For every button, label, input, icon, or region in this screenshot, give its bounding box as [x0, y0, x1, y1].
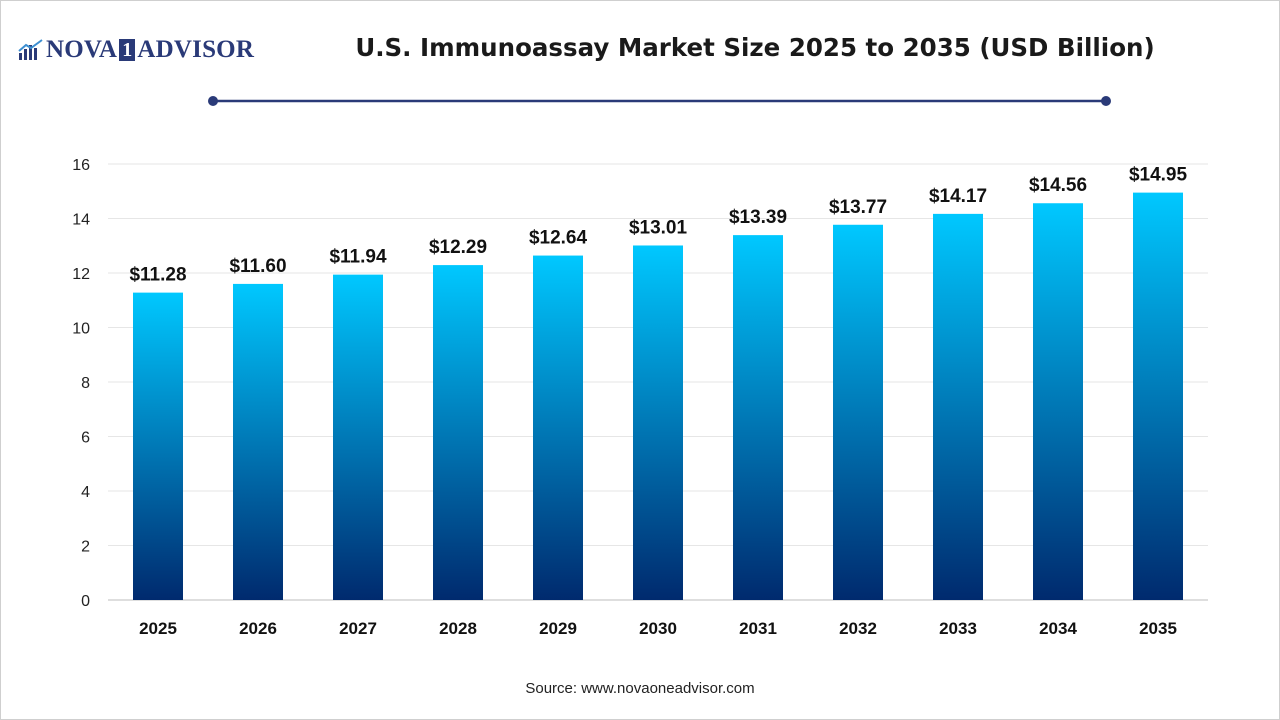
brand-name-one: 1 [119, 39, 136, 61]
y-axis-ticks: 0 2 4 6 8 10 12 14 16 [72, 157, 90, 610]
y-tick-label: 8 [81, 375, 90, 392]
bar-2031 [733, 235, 783, 600]
x-tick-label-2030: 2030 [639, 619, 677, 638]
title-divider-dot-right [1101, 96, 1111, 106]
y-tick-label: 14 [72, 212, 90, 229]
x-tick-label-2032: 2032 [839, 619, 877, 638]
bar-2030 [633, 245, 683, 601]
value-label-2027: $11.94 [329, 247, 386, 268]
x-tick-label-2035: 2035 [1139, 619, 1177, 638]
bar-2028 [433, 265, 483, 600]
bar-2035 [1133, 192, 1183, 601]
value-label-2030: $13.01 [629, 217, 688, 238]
x-axis-ticks: 2025 2026 2027 2028 2029 2030 2031 2032 2033 2034… [139, 619, 1177, 638]
y-tick-label: 4 [81, 484, 90, 501]
x-tick-label-2033: 2033 [939, 619, 977, 638]
y-tick-label: 10 [72, 321, 90, 338]
value-label-2026: $11.60 [229, 256, 286, 277]
y-tick-label: 6 [81, 430, 90, 447]
bar-2025 [133, 292, 183, 600]
bars [133, 192, 1183, 601]
y-tick-label: 2 [81, 539, 90, 556]
bar-2027 [333, 274, 383, 600]
value-label-2033: $14.17 [929, 186, 987, 207]
chart-title: U.S. Immunoassay Market Size 2025 to 203… [355, 33, 1155, 62]
bar-2026 [233, 283, 283, 600]
bar-chart-logo-icon [18, 39, 43, 60]
value-label-2031: $13.39 [729, 207, 787, 228]
source-note: Source: www.novaoneadvisor.com [525, 680, 755, 697]
value-label-2032: $13.77 [829, 197, 887, 218]
title-divider-line [208, 96, 1111, 106]
bar-2032 [833, 224, 883, 600]
bar-2033 [933, 213, 983, 600]
x-tick-label-2034: 2034 [1039, 619, 1077, 638]
brand-logo: NOVA 1 ADVISOR [18, 36, 254, 64]
brand-name-part1: NOVA [46, 36, 118, 63]
y-tick-label: 16 [72, 157, 90, 174]
x-tick-label-2027: 2027 [339, 619, 377, 638]
x-tick-label-2028: 2028 [439, 619, 477, 638]
brand-name-part2: ADVISOR [137, 36, 255, 63]
title-divider-dot-left [208, 96, 218, 106]
value-label-2035: $14.95 [1129, 165, 1188, 186]
value-label-2025: $11.28 [129, 265, 186, 286]
value-labels: $11.28 $11.60 $11.94 $12.29 $12.64 $13.01 $13.… [129, 165, 1187, 286]
x-tick-label-2025: 2025 [139, 619, 177, 638]
y-tick-label: 12 [72, 266, 90, 283]
value-label-2029: $12.64 [529, 228, 588, 249]
value-label-2034: $14.56 [1029, 175, 1087, 196]
y-tick-label: 0 [81, 593, 90, 610]
x-tick-label-2029: 2029 [539, 619, 577, 638]
value-label-2028: $12.29 [429, 237, 487, 258]
bar-2029 [533, 255, 583, 600]
bar-2034 [1033, 203, 1083, 601]
x-tick-label-2031: 2031 [739, 619, 777, 638]
x-tick-label-2026: 2026 [239, 619, 277, 638]
